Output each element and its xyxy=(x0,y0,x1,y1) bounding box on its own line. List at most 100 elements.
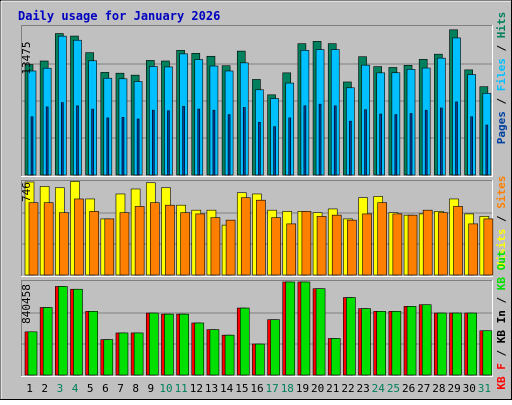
kb-out-bar xyxy=(88,311,98,376)
kb-out-bar xyxy=(482,330,493,376)
sites-bar xyxy=(104,218,115,276)
pages-bar xyxy=(121,117,125,176)
kb-out-bar xyxy=(239,307,250,376)
kb-out-bar xyxy=(285,281,296,376)
sites-bar xyxy=(149,202,160,276)
legend-item: Hits xyxy=(495,12,508,39)
legend-item: Files xyxy=(495,58,508,91)
sites-bar xyxy=(134,206,145,276)
pages-bar xyxy=(440,107,443,176)
kb-out-bar xyxy=(437,312,447,376)
legend-item: KB Out xyxy=(495,250,508,290)
day-tick-label: 26 xyxy=(402,382,415,395)
sites-bar xyxy=(256,199,266,276)
hits-ymax-label: 13475 xyxy=(20,41,33,74)
sites-bar xyxy=(407,214,418,276)
kb-out-bar xyxy=(148,312,159,376)
sites-bar xyxy=(59,212,69,276)
kb-out-bar xyxy=(164,313,174,376)
legend-item: Visits xyxy=(495,229,508,269)
legend-separator: / xyxy=(495,209,508,229)
pages-bar xyxy=(470,116,473,176)
day-tick-label: 9 xyxy=(148,382,155,395)
kb-out-bar xyxy=(452,312,462,376)
x-axis-day-labels: 1 2 3 4 5 6 7 8 9 10 11 12 13 14 15 16 17 18 19 20 21 22 23 24 2… xyxy=(26,382,491,395)
kb-out-bar xyxy=(376,311,387,376)
legend-separator: / xyxy=(495,343,508,363)
kb-out-bar xyxy=(118,332,129,376)
pages-bar xyxy=(182,106,185,176)
day-tick-label: 13 xyxy=(205,382,218,395)
pages-bar xyxy=(394,114,398,176)
visits-panel-legend: Visits / Sites xyxy=(495,176,508,269)
legend-item: Pages xyxy=(495,111,508,144)
sites-bar xyxy=(453,206,463,276)
sites-bar xyxy=(119,212,130,276)
legend-text: Visits / Sites xyxy=(495,176,508,269)
day-tick-label: 14 xyxy=(220,382,234,395)
pages-bar xyxy=(151,109,155,176)
kb-out-bar xyxy=(42,307,53,376)
day-tick-label: 12 xyxy=(190,382,203,395)
chart-title: Daily usage for January 2026 xyxy=(18,9,220,23)
kb-out-bar xyxy=(270,319,280,376)
kb-out-bar xyxy=(133,332,144,376)
sites-bar xyxy=(240,197,251,276)
day-tick-label: 4 xyxy=(72,382,79,395)
sites-bar xyxy=(89,211,99,276)
pages-bar xyxy=(167,110,170,176)
day-tick-label: 30 xyxy=(463,382,476,395)
day-tick-label: 7 xyxy=(117,382,124,395)
pages-bar xyxy=(106,117,110,176)
sites-bar xyxy=(180,212,190,276)
kb-ymax-label: 840458 xyxy=(20,284,33,324)
day-tick-label: 11 xyxy=(175,382,188,395)
pages-bar xyxy=(227,114,231,176)
day-tick-label: 28 xyxy=(432,382,445,395)
day-tick-label: 8 xyxy=(132,382,139,395)
legend-text: Pages / Files / Hits xyxy=(495,12,508,145)
sites-bar xyxy=(377,202,388,276)
sites-bar xyxy=(422,209,433,276)
day-tick-label: 31 xyxy=(478,382,491,395)
day-tick-label: 5 xyxy=(87,382,94,395)
sites-bar xyxy=(43,202,54,276)
kb-out-bar xyxy=(27,331,38,376)
pages-bar xyxy=(136,118,140,176)
sites-bar xyxy=(316,216,327,276)
sites-bar xyxy=(331,214,342,276)
kb-panel-legend: KB F / KB In / KB Out xyxy=(495,250,508,389)
visits-ymax-label: 746 xyxy=(20,182,33,202)
day-tick-label: 2 xyxy=(41,382,48,395)
pages-bar xyxy=(242,107,246,176)
kb-out-bar xyxy=(58,286,68,376)
pages-bar xyxy=(273,126,276,176)
kb-out-bar xyxy=(361,308,371,376)
kb-out-bar xyxy=(300,281,311,376)
kb-out-bar xyxy=(346,297,356,376)
pages-bar xyxy=(318,103,322,176)
pages-bar xyxy=(364,109,367,176)
kb-out-bar xyxy=(315,288,326,376)
kb-out-bar xyxy=(209,329,220,376)
pages-bar xyxy=(303,105,307,176)
day-tick-label: 19 xyxy=(296,382,309,395)
day-tick-label: 25 xyxy=(387,382,400,395)
day-tick-label: 27 xyxy=(417,382,430,395)
pages-bar xyxy=(76,105,79,176)
sites-bar xyxy=(286,223,297,276)
kb-out-bar xyxy=(103,339,114,376)
kb-out-bar xyxy=(194,322,205,376)
day-tick-label: 16 xyxy=(250,382,263,395)
kb-out-bar xyxy=(224,334,235,376)
kb-out-bar xyxy=(73,288,83,376)
day-tick-label: 22 xyxy=(341,382,354,395)
visits-panel xyxy=(21,180,494,277)
sites-bar xyxy=(392,213,403,276)
legend-text: KB F / KB In / KB Out xyxy=(495,250,508,389)
day-tick-label: 18 xyxy=(281,382,294,395)
sites-bar xyxy=(301,211,312,276)
pages-bar xyxy=(288,117,292,176)
